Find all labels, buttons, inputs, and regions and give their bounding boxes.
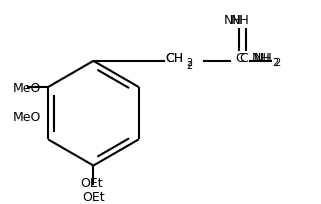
Text: NH: NH <box>253 52 272 65</box>
Text: OEt: OEt <box>80 176 103 189</box>
Text: 2: 2 <box>187 60 193 70</box>
Text: CH: CH <box>165 52 183 65</box>
Text: 2: 2 <box>272 58 279 68</box>
Text: C: C <box>236 52 244 65</box>
Text: NH: NH <box>251 52 270 65</box>
Text: CH: CH <box>165 52 183 65</box>
Text: 2: 2 <box>187 58 193 68</box>
Text: 2: 2 <box>274 58 281 68</box>
Text: NH: NH <box>230 14 249 27</box>
Text: NH: NH <box>224 14 243 27</box>
Text: MeO: MeO <box>13 82 41 94</box>
Text: C: C <box>239 52 248 65</box>
Text: OEt: OEt <box>82 190 105 203</box>
Text: MeO: MeO <box>13 110 41 123</box>
